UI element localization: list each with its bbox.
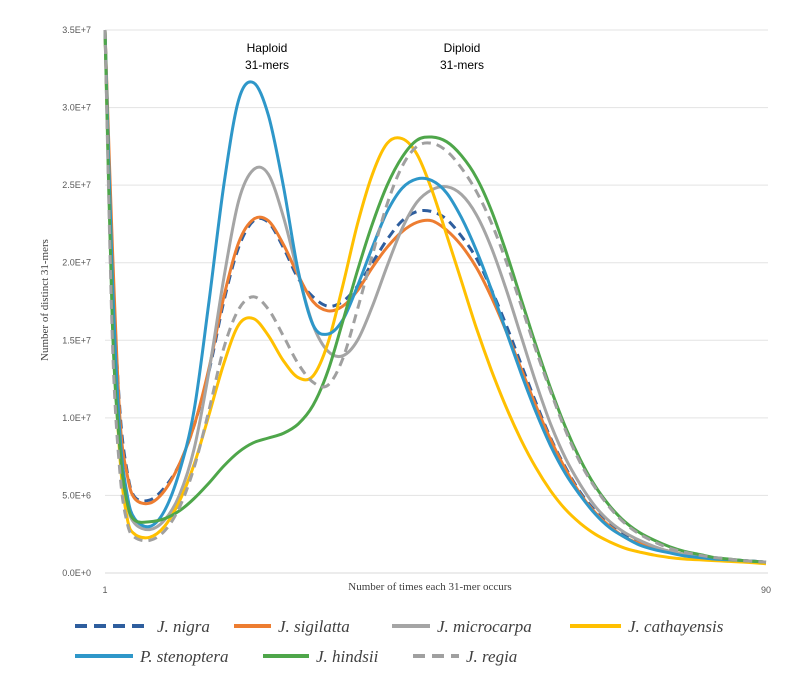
annotation-haploid: Haploid 31-mers bbox=[245, 41, 289, 72]
y-tick-label: 1.0E+7 bbox=[62, 413, 91, 423]
series-line-j-nigra bbox=[103, 29, 767, 564]
legend-label-p-stenoptera: P. stenoptera bbox=[139, 647, 228, 666]
y-axis-title: Number of distinct 31-mers bbox=[39, 239, 51, 361]
y-axis-ticks: 0.0E+0 5.0E+6 1.0E+7 1.5E+7 2.0E+7 2.5E+7 3.0E… bbox=[62, 25, 91, 578]
annotation-diploid-line1: Diploid bbox=[444, 41, 481, 55]
series-lines bbox=[103, 29, 767, 566]
y-tick-label: 3.5E+7 bbox=[62, 25, 91, 35]
series-line-p-stenoptera bbox=[103, 29, 767, 564]
legend-label-j-nigra: J. nigra bbox=[157, 617, 210, 636]
series-line-j-regia bbox=[103, 29, 767, 564]
series-line-j-microcarpa bbox=[103, 29, 767, 564]
legend-label-j-sigilatta: J. sigilatta bbox=[278, 617, 350, 636]
y-tick-label: 3.0E+7 bbox=[62, 103, 91, 113]
series-line-j-hindsii bbox=[103, 29, 767, 564]
legend-label-j-regia: J. regia bbox=[466, 647, 517, 666]
annotation-diploid-line2: 31-mers bbox=[440, 58, 484, 72]
legend-label-j-cathayensis: J. cathayensis bbox=[628, 617, 724, 636]
series-line-j-cathayensis bbox=[103, 29, 767, 566]
y-tick-label: 2.0E+7 bbox=[62, 258, 91, 268]
legend-label-j-microcarpa: J. microcarpa bbox=[437, 617, 532, 636]
y-tick-label: 0.0E+0 bbox=[62, 568, 91, 578]
x-tick-label-min: 1 bbox=[102, 585, 107, 595]
x-axis-title: Number of times each 31-mer occurs bbox=[348, 581, 511, 593]
legend-label-j-hindsii: J. hindsii bbox=[316, 647, 379, 666]
annotation-haploid-line2: 31-mers bbox=[245, 58, 289, 72]
y-tick-label: 1.5E+7 bbox=[62, 335, 91, 345]
y-tick-label: 2.5E+7 bbox=[62, 180, 91, 190]
x-tick-label-max: 90 bbox=[761, 585, 771, 595]
annotation-haploid-line1: Haploid bbox=[247, 41, 288, 55]
series-line-j-sigilatta bbox=[103, 29, 767, 564]
y-tick-label: 5.0E+6 bbox=[62, 490, 91, 500]
legend: J. nigra J. sigilatta J. microcarpa J. c… bbox=[75, 617, 724, 666]
annotation-diploid: Diploid 31-mers bbox=[440, 41, 484, 72]
